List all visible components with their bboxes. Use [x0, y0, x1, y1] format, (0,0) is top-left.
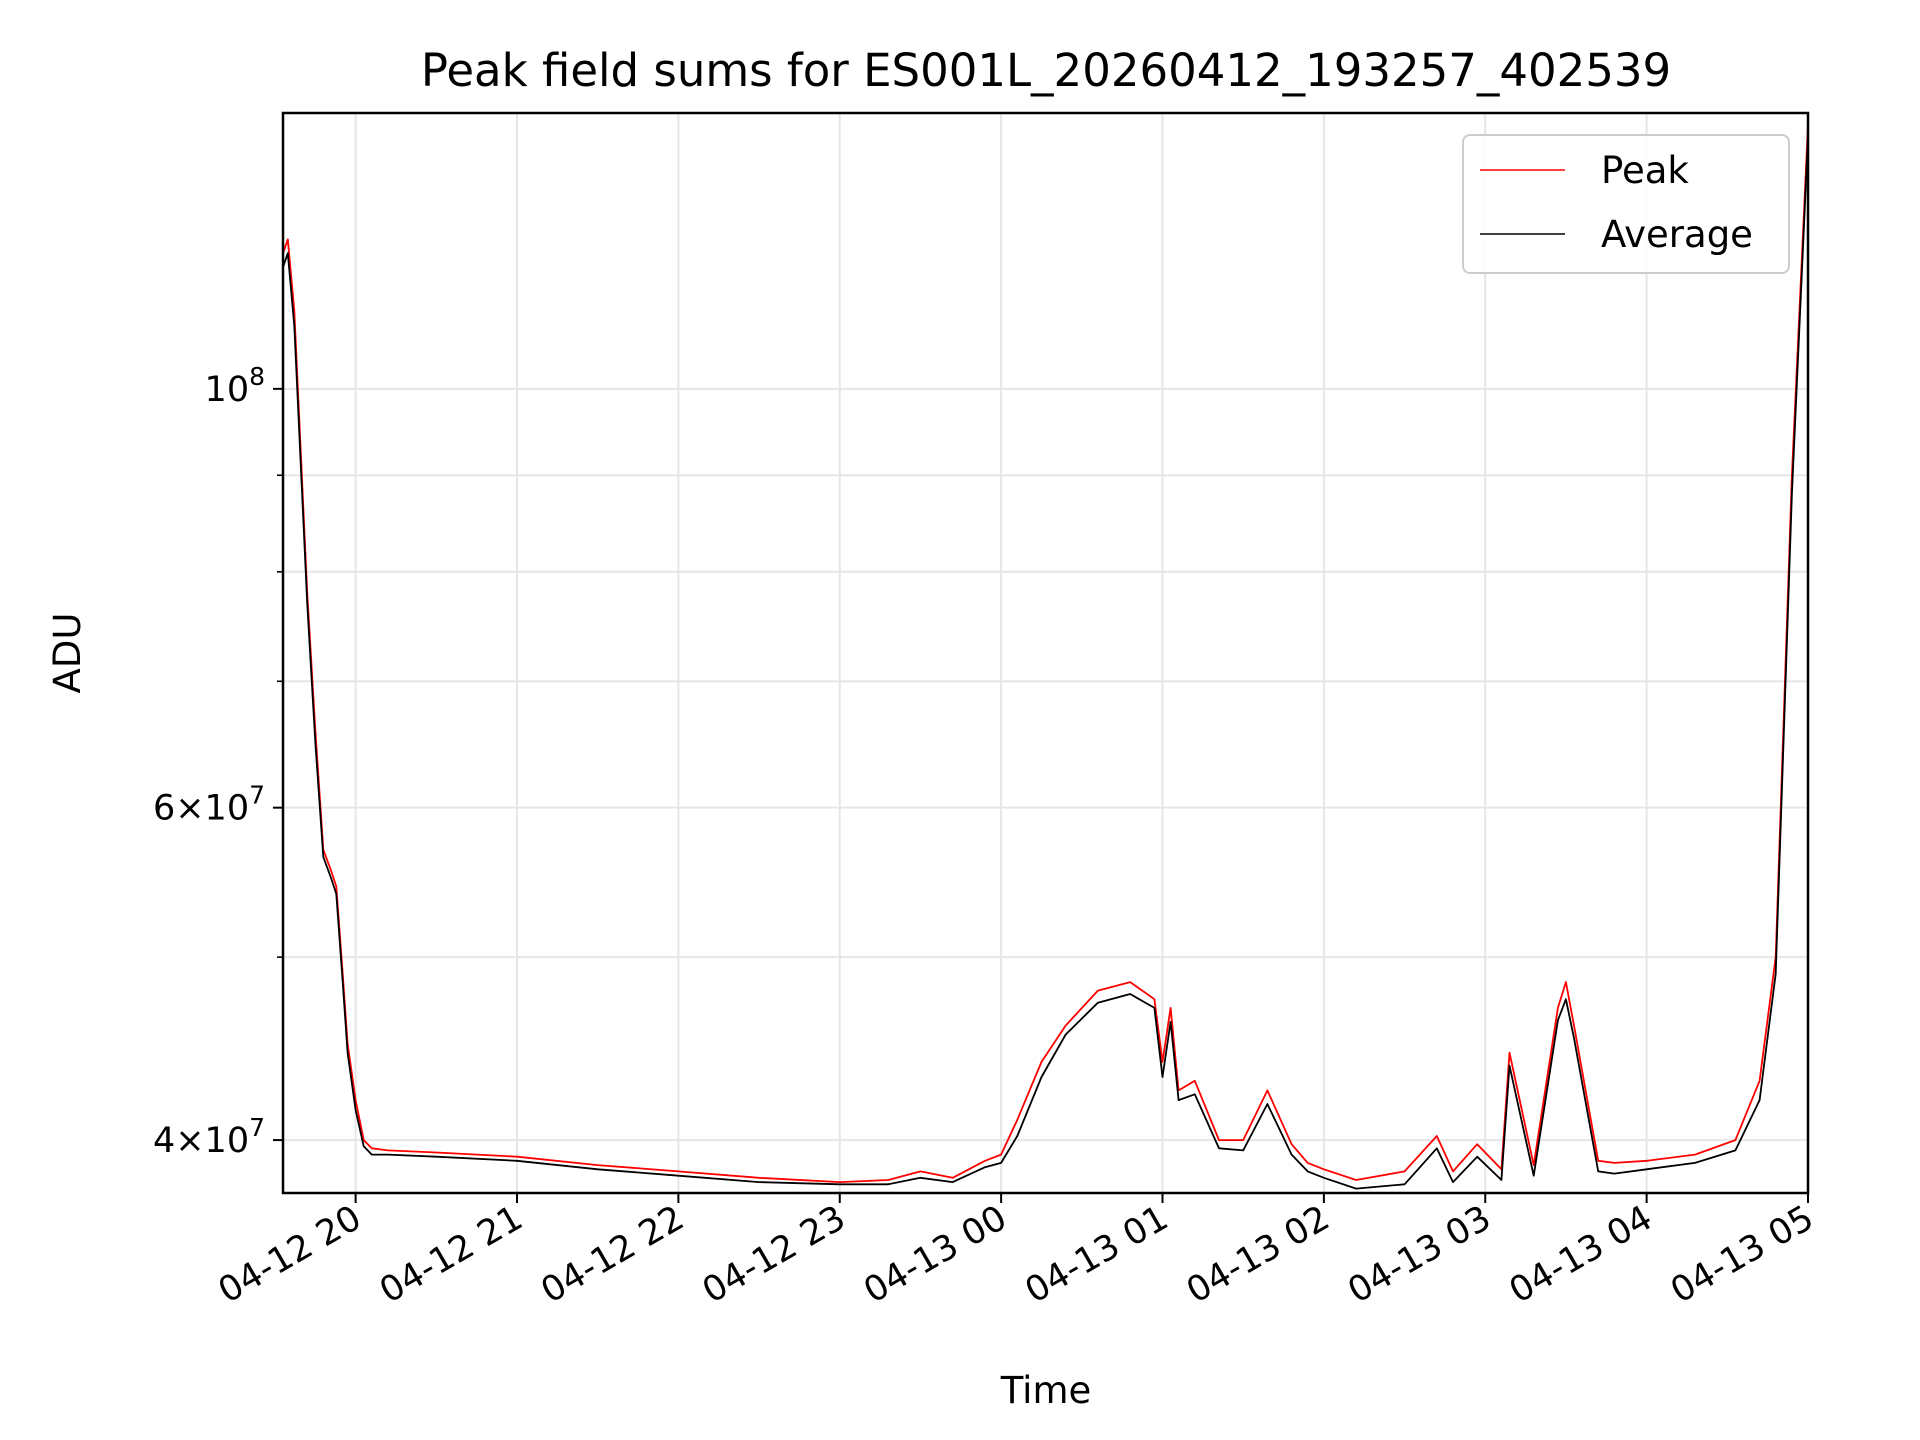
legend-label-average: Average: [1601, 213, 1753, 256]
y-tick-label: 108: [205, 362, 265, 410]
y-axis: 108 6×107 4×107: [153, 362, 283, 1161]
grid-lines: [283, 113, 1809, 1193]
y-axis-label: ADU: [46, 613, 89, 694]
y-tick-label: 4×107: [153, 1113, 265, 1161]
chart-title: Peak field sums for ES001L_20260412_1932…: [421, 44, 1671, 97]
series-line-peak: [282, 124, 1809, 1183]
plot-frame: [281, 111, 1810, 1195]
x-axis-label: Time: [1000, 1369, 1092, 1412]
y-tick-label: 6×107: [153, 781, 265, 829]
plot-lines: [282, 124, 1809, 1190]
series-line-average: [282, 136, 1809, 1190]
legend-label-peak: Peak: [1601, 149, 1689, 192]
legend: Peak Average: [1462, 134, 1790, 274]
